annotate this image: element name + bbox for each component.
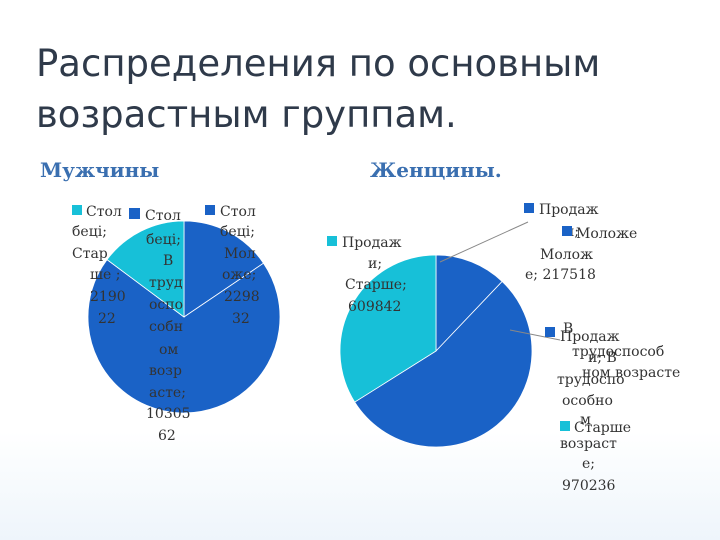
men-working-label: Стол беці; В труд оспо собн ом возр асте… bbox=[145, 208, 195, 444]
men-younger-label-line: Стол bbox=[220, 204, 256, 220]
men-older-label-line: беці; bbox=[72, 224, 107, 240]
legend-swatch-women-working-overlap bbox=[560, 421, 570, 431]
slide-title: Распределения по основным возрастным гру… bbox=[36, 42, 601, 136]
men-older-label-line: Стар bbox=[72, 246, 108, 262]
men-working-label-line: беці; bbox=[146, 232, 181, 248]
legend-swatch-women-younger bbox=[524, 203, 534, 213]
women-working-b: В bbox=[563, 321, 573, 337]
women-working-legend: Продаж bbox=[560, 329, 620, 345]
women-working-line1: трудоспособ bbox=[572, 344, 664, 360]
men-working-label-line: В bbox=[163, 253, 173, 269]
women-working-rest-line: особно bbox=[562, 393, 613, 409]
women-older-label-line: Старше; bbox=[345, 277, 407, 293]
men-subheading: Мужчины bbox=[40, 158, 160, 182]
men-working-label-line: 62 bbox=[158, 428, 176, 444]
men-working-label-line: труд bbox=[149, 275, 183, 291]
legend-swatch-men-younger bbox=[205, 205, 215, 215]
men-older-label: Стол беці; Стар ше ; 2190 22 bbox=[72, 204, 130, 327]
women-pie bbox=[339, 254, 533, 448]
pie-men-slice-working bbox=[87, 259, 281, 414]
women-younger-label: Молож е; 217518 bbox=[525, 247, 597, 283]
women-younger-label-line: Молож bbox=[540, 247, 593, 263]
women-older-label: Продаж и; Старше; 609842 bbox=[342, 235, 411, 315]
men-working-label-line: Стол bbox=[145, 208, 181, 224]
pie-women-slice-working bbox=[354, 280, 533, 448]
men-younger-label-line: Мол bbox=[224, 246, 256, 262]
men-younger-label-line: 2298 bbox=[224, 289, 260, 305]
women-working-tail-line: е; bbox=[582, 456, 595, 472]
legend-swatch-men-older bbox=[72, 205, 82, 215]
women-older-label-line: Продаж bbox=[342, 235, 402, 251]
men-younger-label-line: оже; bbox=[222, 267, 256, 283]
pie-men-slice-older bbox=[106, 220, 185, 318]
women-working-tail: возраст е; 970236 bbox=[560, 436, 621, 494]
men-working-label-line: асте; bbox=[149, 385, 186, 401]
leader-line-working bbox=[509, 329, 561, 341]
women-working-tail-line: возраст bbox=[560, 436, 617, 452]
men-older-label-line: 22 bbox=[98, 311, 116, 327]
women-working-line2: ном возрасте bbox=[582, 365, 680, 381]
women-working-rest: особно м bbox=[562, 393, 617, 428]
pie-women-slice-older bbox=[339, 254, 437, 403]
legend-swatch-women-younger-overlap bbox=[562, 226, 572, 236]
women-younger-label-line: е; 217518 bbox=[525, 267, 596, 283]
women-working-rest-line: м bbox=[580, 412, 591, 428]
men-older-label-line: 2190 bbox=[90, 289, 126, 305]
pie-women-slice-younger bbox=[435, 254, 503, 353]
women-working-legend2: Старше bbox=[574, 420, 631, 436]
men-older-label-line: Стол bbox=[86, 204, 122, 220]
legend-swatch-women-working bbox=[545, 327, 555, 337]
women-younger-overlap: Моложе bbox=[576, 226, 637, 242]
legend-swatch-women-older bbox=[327, 236, 337, 246]
men-working-label-line: 10305 bbox=[146, 406, 191, 422]
legend-swatch-men-working bbox=[129, 208, 140, 219]
men-working-label-line: оспо bbox=[149, 297, 183, 313]
men-older-label-line: ше ; bbox=[90, 267, 120, 283]
women-older-label-line: и; bbox=[368, 256, 382, 272]
men-younger-label: Стол беці; Мол оже; 2298 32 bbox=[220, 204, 264, 327]
pie-men-slice-younger bbox=[183, 220, 265, 318]
women-working-overlap-a: и; В bbox=[588, 350, 617, 366]
women-subheading: Женщины. bbox=[370, 158, 502, 182]
women-younger-legend: Продаж bbox=[539, 202, 599, 218]
men-working-label-line: собн bbox=[149, 319, 183, 335]
women-older-label-line: 609842 bbox=[348, 299, 401, 315]
men-younger-label-line: беці; bbox=[220, 224, 255, 240]
leader-line-younger bbox=[439, 221, 529, 263]
men-pie bbox=[87, 220, 281, 414]
men-working-label-line: возр bbox=[149, 363, 182, 379]
men-working-label-line: ом bbox=[159, 342, 178, 358]
men-younger-label-line: 32 bbox=[232, 311, 250, 327]
women-working-tail-line: 970236 bbox=[562, 478, 616, 494]
women-working-line2b: трудоспо bbox=[557, 372, 625, 388]
